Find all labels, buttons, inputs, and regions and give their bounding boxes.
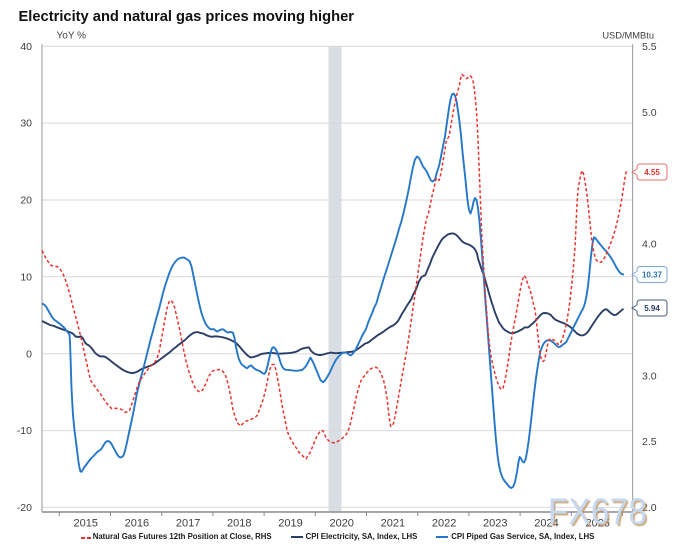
svg-text:-20: -20 [17,502,32,514]
svg-text:2017: 2017 [176,518,200,530]
svg-text:40: 40 [20,41,32,53]
svg-text:10: 10 [20,271,32,283]
svg-text:0: 0 [26,348,32,360]
svg-text:2020: 2020 [329,518,353,530]
svg-text:2025: 2025 [585,518,609,530]
svg-text:2021: 2021 [381,518,405,530]
svg-text:2024: 2024 [534,518,558,530]
svg-text:4.0: 4.0 [642,239,657,251]
svg-text:2019: 2019 [278,518,302,530]
svg-text:30: 30 [20,118,32,130]
svg-text:5.94: 5.94 [644,304,660,313]
svg-text:2.0: 2.0 [642,502,657,514]
svg-text:2018: 2018 [227,518,251,530]
svg-text:YoY %: YoY % [57,31,87,42]
svg-text:2023: 2023 [483,518,507,530]
svg-text:USD/MMBtu: USD/MMBtu [602,31,654,41]
svg-text:4.55: 4.55 [644,168,660,177]
svg-text:3.0: 3.0 [642,370,657,382]
svg-text:10.37: 10.37 [642,271,663,280]
svg-text:-10: -10 [17,425,32,437]
svg-text:2016: 2016 [125,518,149,530]
svg-text:5.0: 5.0 [642,107,657,119]
svg-text:2.5: 2.5 [642,436,657,448]
svg-text:2022: 2022 [432,518,456,530]
svg-text:20: 20 [20,195,32,207]
svg-text:5.5: 5.5 [642,41,657,53]
svg-text:2015: 2015 [73,518,97,530]
